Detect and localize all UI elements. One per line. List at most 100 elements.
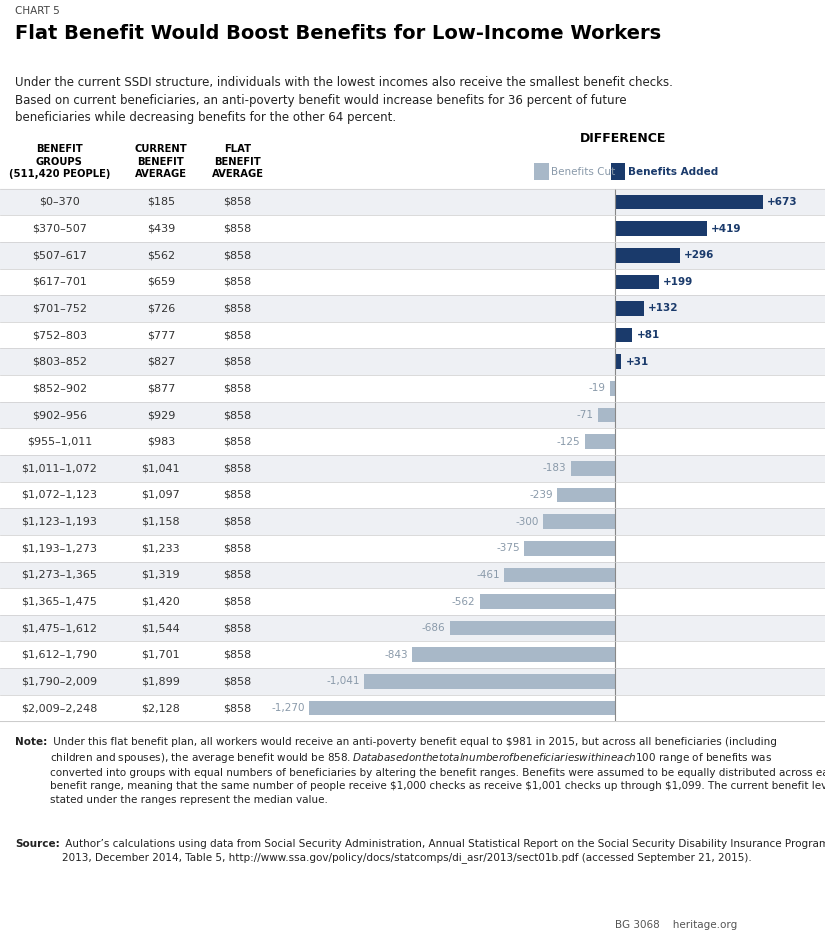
Bar	[0, 535, 825, 561]
Text: $858: $858	[224, 330, 252, 340]
Text: $752–803: $752–803	[32, 330, 87, 340]
Text: $858: $858	[224, 463, 252, 473]
Text: $1,233: $1,233	[142, 543, 180, 554]
Text: $1,790–2,009: $1,790–2,009	[21, 676, 97, 687]
Bar	[0, 375, 825, 402]
Bar	[610, 163, 625, 180]
Bar	[450, 620, 615, 636]
Text: $858: $858	[224, 384, 252, 393]
Text: $858: $858	[224, 490, 252, 500]
Text: $701–752: $701–752	[32, 304, 87, 313]
Text: $777: $777	[147, 330, 175, 340]
Text: BG 3068    heritage.org: BG 3068 heritage.org	[615, 919, 738, 930]
Text: $858: $858	[224, 570, 252, 580]
Text: $827: $827	[147, 356, 175, 367]
Text: -375: -375	[497, 543, 521, 554]
Bar	[0, 588, 825, 615]
Text: +81: +81	[637, 330, 660, 340]
Text: $1,420: $1,420	[142, 597, 180, 606]
Text: $0–370: $0–370	[39, 197, 80, 207]
Text: Flat Benefit Would Boost Benefits for Low-Income Workers: Flat Benefit Would Boost Benefits for Lo…	[15, 24, 661, 42]
Bar	[0, 348, 825, 375]
Text: $858: $858	[224, 543, 252, 554]
Text: $1,319: $1,319	[142, 570, 180, 580]
Bar	[557, 488, 615, 503]
Text: -19: -19	[589, 384, 606, 393]
Bar	[0, 189, 825, 215]
Text: $1,072–1,123: $1,072–1,123	[21, 490, 97, 500]
Bar	[0, 241, 825, 269]
Text: $562: $562	[147, 250, 175, 260]
Text: $803–852: $803–852	[32, 356, 87, 367]
Text: $858: $858	[224, 197, 252, 207]
Text: $370–507: $370–507	[32, 223, 87, 234]
Text: $1,701: $1,701	[142, 650, 180, 660]
Bar	[0, 508, 825, 535]
Text: $858: $858	[224, 356, 252, 367]
Text: -1,041: -1,041	[327, 676, 361, 687]
Text: $2,009–2,248: $2,009–2,248	[21, 703, 97, 713]
Text: $858: $858	[224, 676, 252, 687]
Text: $983: $983	[147, 437, 175, 447]
Text: -562: -562	[452, 597, 475, 606]
Text: -183: -183	[543, 463, 567, 473]
Bar	[0, 295, 825, 322]
Bar	[0, 615, 825, 641]
Text: $858: $858	[224, 223, 252, 234]
Text: $858: $858	[224, 597, 252, 606]
Text: $1,365–1,475: $1,365–1,475	[21, 597, 97, 606]
Bar	[615, 301, 644, 316]
Bar	[0, 561, 825, 588]
Bar	[543, 514, 615, 529]
Text: +419: +419	[711, 223, 742, 234]
Bar	[0, 402, 825, 428]
Bar	[0, 482, 825, 508]
Text: Benefits Added: Benefits Added	[628, 167, 718, 176]
Bar	[0, 269, 825, 295]
Text: +296: +296	[684, 250, 714, 260]
Text: $1,123–1,193: $1,123–1,193	[21, 517, 97, 526]
Text: CURRENT
BENEFIT
AVERAGE: CURRENT BENEFIT AVERAGE	[134, 144, 187, 179]
Text: $726: $726	[147, 304, 175, 313]
Text: $852–902: $852–902	[32, 384, 87, 393]
Bar	[309, 701, 615, 716]
Bar	[534, 163, 549, 180]
Text: $1,097: $1,097	[142, 490, 180, 500]
Text: $1,041: $1,041	[142, 463, 180, 473]
Bar	[0, 641, 825, 668]
Text: Note:: Note:	[15, 736, 47, 747]
Text: $877: $877	[147, 384, 175, 393]
Text: $858: $858	[224, 277, 252, 287]
Text: -71: -71	[577, 410, 593, 420]
Text: -843: -843	[384, 650, 408, 660]
Text: $858: $858	[224, 650, 252, 660]
Bar	[615, 355, 621, 369]
Text: $858: $858	[224, 437, 252, 447]
Text: $1,475–1,612: $1,475–1,612	[21, 623, 97, 633]
Text: $858: $858	[224, 623, 252, 633]
Text: FLAT
BENEFIT
AVERAGE: FLAT BENEFIT AVERAGE	[211, 144, 264, 179]
Text: $858: $858	[224, 517, 252, 526]
Text: $1,899: $1,899	[141, 676, 181, 687]
Text: Under the current SSDI structure, individuals with the lowest incomes also recei: Under the current SSDI structure, indivi…	[15, 76, 672, 124]
Text: Under this flat benefit plan, all workers would receive an anti-poverty benefit : Under this flat benefit plan, all worker…	[50, 736, 825, 804]
Text: $902–956: $902–956	[32, 410, 87, 420]
Text: $439: $439	[147, 223, 175, 234]
Text: $858: $858	[224, 250, 252, 260]
Text: $1,612–1,790: $1,612–1,790	[21, 650, 97, 660]
Text: $617–701: $617–701	[32, 277, 87, 287]
Text: -461: -461	[476, 570, 500, 580]
Bar	[0, 322, 825, 348]
Text: CHART 5: CHART 5	[15, 6, 59, 16]
Text: $858: $858	[224, 410, 252, 420]
Bar	[615, 274, 658, 290]
Text: $1,011–1,072: $1,011–1,072	[21, 463, 97, 473]
Bar	[412, 648, 615, 662]
Text: $929: $929	[147, 410, 175, 420]
Bar	[615, 248, 680, 262]
Text: +132: +132	[648, 304, 678, 313]
Bar	[0, 215, 825, 241]
Text: Author’s calculations using data from Social Security Administration, Annual Sta: Author’s calculations using data from So…	[62, 839, 825, 863]
Bar	[0, 455, 825, 482]
Text: Source:: Source:	[15, 839, 59, 849]
